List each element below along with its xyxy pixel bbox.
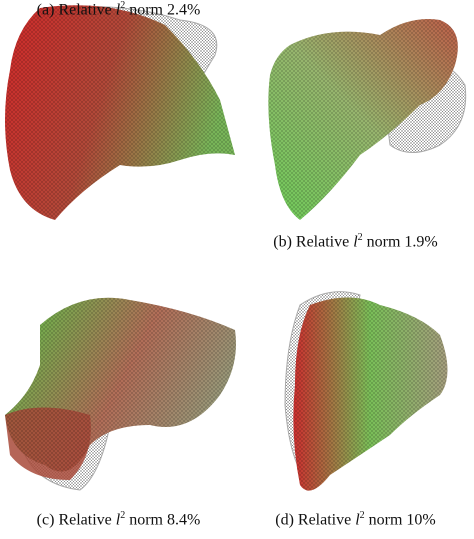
caption-part: 2 <box>359 510 365 521</box>
caption-part: l <box>353 233 358 251</box>
caption-part: norm 8.4% <box>129 511 201 529</box>
caption-part: l <box>355 511 360 529</box>
caption-b: (b) Relative l2 norm 1.9% <box>237 232 474 251</box>
mesh-image-a <box>5 5 235 220</box>
caption-c: (c) Relative l2 norm 8.4% <box>0 510 237 529</box>
caption-part: 2 <box>120 510 126 521</box>
caption-part: norm 10% <box>368 511 436 529</box>
caption-part: (d) <box>275 511 294 529</box>
mesh-image-b <box>268 19 467 220</box>
mesh-image-c <box>5 297 236 491</box>
caption-part: 2 <box>120 0 126 11</box>
caption-part: Relative <box>58 511 112 529</box>
caption-part: l <box>115 511 121 529</box>
caption-part: (a) <box>36 1 55 19</box>
caption-part: (b) <box>273 233 292 251</box>
caption-part: Relative <box>297 511 352 529</box>
caption-part: l <box>115 1 121 19</box>
caption-a: (a) Relative l2 norm 2.4% <box>0 0 237 19</box>
mesh-image-d <box>284 291 448 491</box>
caption-part: norm 1.9% <box>366 233 438 251</box>
caption-part: 2 <box>357 232 363 243</box>
caption-part: norm 2.4% <box>129 1 201 19</box>
caption-d: (d) Relative l2 norm 10% <box>237 510 474 529</box>
caption-part: Relative <box>58 1 112 19</box>
caption-part: (c) <box>36 511 55 529</box>
caption-part: Relative <box>295 233 350 251</box>
